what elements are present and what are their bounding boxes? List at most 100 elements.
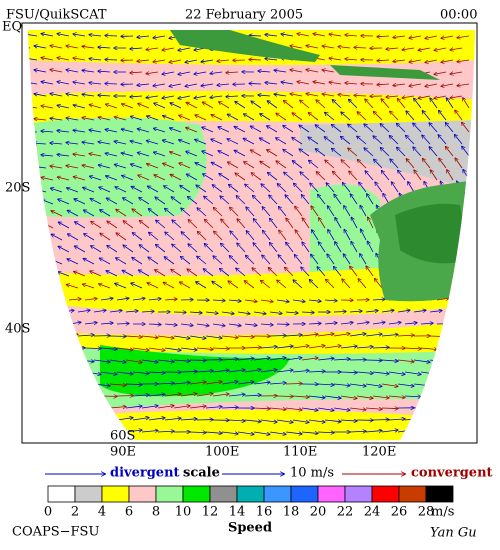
wind-arrow <box>116 371 133 374</box>
wind-arrow <box>180 394 197 397</box>
wind-arrow <box>429 147 438 157</box>
wind-arrow <box>77 335 94 336</box>
wind-arrow <box>425 59 438 62</box>
wind-arrow <box>354 47 367 48</box>
wind-arrow <box>114 141 127 145</box>
wind-arrow <box>436 347 453 350</box>
wind-arrow <box>265 83 278 84</box>
wind-arrow <box>137 36 150 37</box>
wind-arrow <box>381 99 390 109</box>
colorbar-box <box>263 485 292 503</box>
wind-arrow <box>100 298 113 300</box>
wind-arrow <box>274 94 287 96</box>
wind-arrow <box>98 165 111 169</box>
wind-arrow <box>445 311 458 312</box>
wind-arrow <box>406 111 415 121</box>
wind-arrow <box>146 48 159 50</box>
wind-arrow <box>317 334 334 337</box>
wind-arrow <box>381 408 398 409</box>
lat-label: 60S <box>110 429 135 444</box>
wind-arrow <box>57 82 70 85</box>
wind-arrow <box>100 323 113 324</box>
wind-arrow <box>413 407 430 408</box>
wind-arrow <box>253 382 270 384</box>
wind-arrow <box>365 171 374 181</box>
wind-arrow <box>164 324 177 325</box>
wind-arrow <box>226 96 239 97</box>
wind-arrow <box>77 383 94 386</box>
wind-arrow <box>462 122 470 133</box>
wind-arrow <box>195 163 207 169</box>
wind-arrow <box>210 72 223 74</box>
wind-arrow <box>335 242 342 253</box>
wind-arrow <box>141 311 154 312</box>
wind-arrow <box>227 139 239 145</box>
wind-arrow <box>349 171 358 181</box>
wind-arrow <box>123 198 134 205</box>
wind-arrow <box>156 220 166 229</box>
wind-arrow <box>125 336 142 337</box>
wind-arrow <box>349 383 366 386</box>
wind-arrow <box>84 348 101 349</box>
wind-arrow <box>276 161 287 169</box>
wind-arrow <box>57 131 70 132</box>
wind-arrow <box>140 221 150 229</box>
wind-arrow <box>61 383 78 386</box>
wind-arrow <box>75 222 86 229</box>
wind-arrow <box>455 110 463 121</box>
wind-arrow <box>147 283 159 289</box>
wind-arrow <box>219 102 230 109</box>
wind-arrow <box>171 269 182 277</box>
wind-arrow <box>349 431 366 432</box>
wind-arrow <box>404 323 417 324</box>
wind-arrow <box>340 420 357 421</box>
wind-arrow <box>260 138 271 145</box>
wind-arrow <box>196 282 207 289</box>
wind-arrow <box>327 254 335 265</box>
wind-arrow <box>260 370 277 373</box>
wind-arrow <box>342 279 351 289</box>
wind-arrow <box>269 383 286 384</box>
wind-arrow <box>162 71 175 74</box>
wind-arrow <box>221 243 230 253</box>
wind-arrow <box>425 35 438 38</box>
wind-arrow <box>180 185 191 193</box>
wind-arrow <box>205 382 222 385</box>
wind-arrow <box>445 430 462 432</box>
wind-arrow <box>244 162 255 169</box>
wind-arrow <box>220 269 230 277</box>
wind-arrow <box>57 177 70 181</box>
wind-arrow <box>360 206 367 217</box>
wind-arrow <box>180 348 197 350</box>
wind-arrow <box>153 36 166 38</box>
wind-arrow <box>212 281 223 289</box>
wind-arrow <box>203 269 214 277</box>
wind-arrow <box>173 406 190 409</box>
wind-arrow <box>84 418 101 420</box>
wind-arrow <box>315 149 326 157</box>
wind-arrow <box>244 324 257 325</box>
wind-arrow <box>186 102 198 109</box>
wind-arrow <box>178 47 191 50</box>
wind-arrow <box>155 270 166 277</box>
colorbar-box <box>101 485 130 503</box>
wind-arrow <box>373 136 383 145</box>
wind-arrow <box>197 208 207 217</box>
wind-arrow <box>445 123 454 133</box>
wind-arrow <box>418 95 431 98</box>
colorbar-box <box>128 485 157 503</box>
wind-arrow <box>181 257 191 265</box>
wind-arrow <box>204 244 214 253</box>
wind-arrow <box>61 430 78 432</box>
wind-arrow <box>221 336 238 338</box>
wind-arrow <box>237 336 254 337</box>
wind-arrow <box>329 34 342 36</box>
wind-arrow <box>148 257 159 265</box>
wind-arrow <box>308 323 321 324</box>
wind-arrow <box>45 311 58 312</box>
wind-arrow <box>367 194 374 205</box>
wind-arrow <box>196 324 209 326</box>
wind-arrow <box>450 48 463 50</box>
wind-arrow <box>445 406 462 409</box>
wind-arrow <box>349 311 362 312</box>
